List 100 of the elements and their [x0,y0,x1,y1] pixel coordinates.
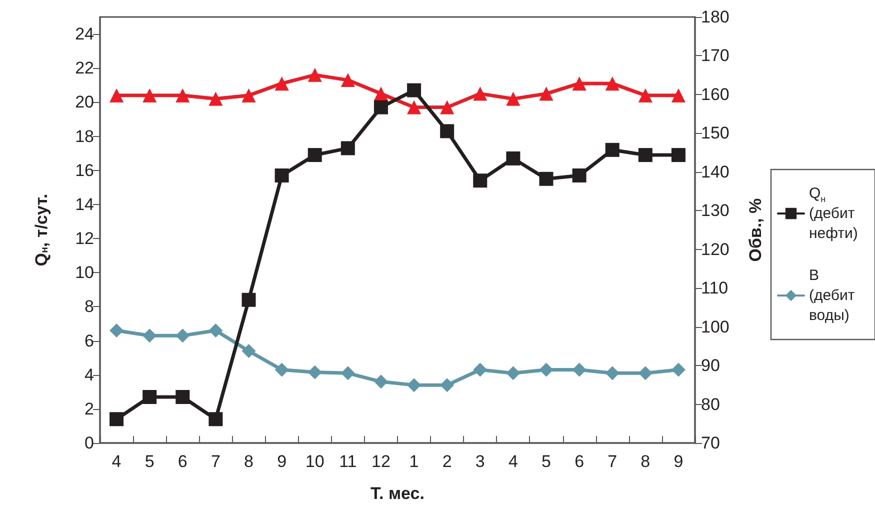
point [440,100,454,114]
point [274,362,289,377]
y-tick-label: 8 [84,297,94,316]
y-tick-label: 20 [75,92,94,112]
point [638,88,652,102]
y-tick-label: 0 [84,434,94,452]
y-tick-label: 24 [75,24,94,44]
point [110,324,124,338]
point [506,366,520,380]
y2-tick-label: 80 [701,394,720,414]
x-tick-label: 7 [608,452,618,471]
x-tick-label: 5 [542,452,551,471]
point [274,168,289,182]
x-tick-label: 8 [640,452,650,471]
y2-tick-label: 150 [701,124,730,143]
point [638,148,652,162]
x-tick-label: 7 [210,452,220,471]
point [110,412,124,426]
x-tick-label: 4 [112,452,122,471]
point [572,168,586,182]
point [539,362,554,377]
point [671,362,686,377]
y-tick-label: 14 [75,194,94,214]
point [572,76,586,90]
y-axis-title: Qн, т/сут. [32,194,51,266]
point [242,344,256,358]
point [308,365,322,380]
x-tick-label: 5 [144,452,154,471]
point [208,324,223,338]
y-tick-label: 12 [75,229,94,248]
point [506,92,520,106]
y2-tick-label: 140 [701,162,730,182]
y-tick-label: 2 [84,399,94,418]
y2-axis-title: Обв., % [746,198,765,262]
point [605,142,620,157]
y2-tick-label: 160 [701,84,730,104]
point [374,100,388,114]
point [539,172,554,186]
point [110,88,124,102]
point [407,378,422,392]
x-tick-label: 1 [409,452,419,471]
point [539,86,554,101]
point [671,88,686,102]
point [242,88,256,102]
point [308,68,322,82]
point [208,412,223,426]
x-tick-label: 9 [674,452,684,471]
x-tick-label: 11 [339,452,357,471]
y-tick-label: 18 [75,126,94,146]
point [274,76,289,90]
y2-tick-label: 130 [701,201,730,220]
y2-tick-label: 70 [701,434,720,452]
point [473,174,488,188]
x-tick-label: 6 [178,452,188,471]
point [176,390,190,404]
point [374,86,388,101]
x-axis-title: Т. мес. [370,484,424,503]
y2-tick-label: 100 [701,317,730,336]
x-tick-label: 3 [475,452,485,471]
y2-tick-label: 120 [701,240,730,259]
point [638,366,652,380]
point [142,328,157,343]
x-tick-label: 6 [574,452,584,471]
x-tick-label: 8 [244,452,254,471]
point [176,88,190,102]
y-tick-label: 22 [75,58,94,78]
y-tick-label: 16 [75,160,94,180]
point [208,92,223,106]
point [506,151,520,166]
point [407,83,422,98]
point [374,374,388,389]
point [308,148,322,162]
y-tick-label: 4 [84,365,94,384]
x-tick-label: 2 [442,452,452,471]
x-tick-label: 10 [305,452,324,471]
point [176,328,190,343]
point [242,292,256,307]
point [340,73,355,88]
y2-tick-label: 170 [701,46,730,66]
point [605,366,620,380]
point [340,366,355,380]
y2-tick-label: 90 [701,356,720,376]
point [572,362,586,377]
y-tick-label: 6 [84,331,94,350]
point [142,88,157,102]
point [440,378,454,392]
point [407,100,422,114]
point [340,141,355,156]
point [605,76,620,90]
x-tick-label: 12 [372,452,390,471]
point [473,362,488,377]
x-tick-label: 4 [508,452,518,471]
y2-tick-label: 110 [701,278,728,298]
y2-tick-label: 180 [701,8,730,26]
legend-label: В (дебит воды) [809,267,855,324]
point [671,148,686,162]
y-tick-label: 10 [75,263,94,282]
x-tick-label: 9 [277,452,287,471]
point [473,86,488,101]
point [440,124,454,138]
